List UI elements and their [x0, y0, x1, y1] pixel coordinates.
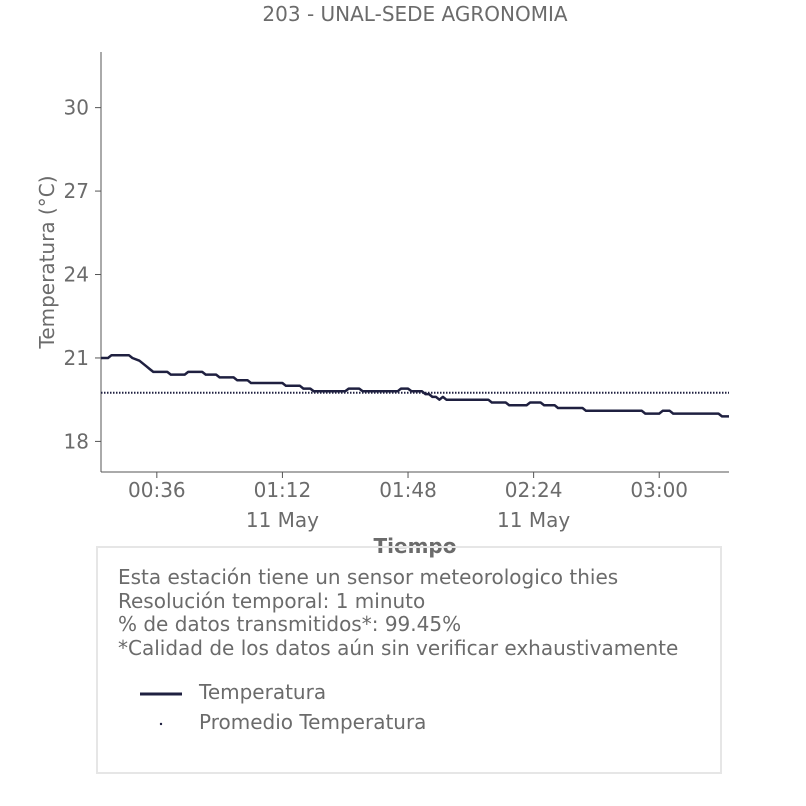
series-layer — [101, 353, 729, 418]
x-tick-label: 00:36 — [128, 478, 186, 502]
solid-line-icon — [140, 692, 182, 696]
x-axis-ticks: 00:36 01:12 11 May 01:48 02:24 11 May 03:00 — [128, 472, 688, 532]
temperature-chart: 203 - UNAL-SEDE AGRONOMIA 18 21 24 27 30 00:… — [35, 2, 729, 558]
info-legend-box: Esta estación tiene un sensor meteorolog… — [96, 546, 722, 774]
temporal-resolution-text: Resolución temporal: 1 minuto — [118, 588, 426, 613]
station-sensor-text: Esta estación tiene un sensor meteorolog… — [118, 565, 619, 589]
station-info: Esta estación tiene un sensor meteorolog… — [118, 565, 679, 660]
y-tick-label: 24 — [64, 263, 89, 287]
x-tick-label: 01:12 — [254, 478, 312, 502]
x-tick-label: 02:24 — [505, 478, 563, 502]
data-transmitted-text: % de datos transmitidos*: 99.45% — [118, 612, 462, 636]
x-tick-date-label: 11 May — [246, 508, 319, 532]
y-tick-label: 30 — [64, 96, 89, 120]
y-tick-label: 27 — [64, 179, 89, 203]
chart-title: 203 - UNAL-SEDE AGRONOMIA — [262, 2, 567, 26]
temperature-line — [101, 353, 729, 418]
y-axis-label: Temperatura (°C) — [35, 175, 59, 349]
dot-marker-icon — [159, 722, 163, 726]
x-tick-date-label: 11 May — [497, 508, 570, 532]
y-axis-ticks: 18 21 24 27 30 — [64, 96, 101, 453]
legend-label-temperatura: Temperatura — [199, 680, 327, 704]
x-tick-label: 01:48 — [379, 478, 437, 502]
axes — [100, 52, 729, 473]
legend-label-promedio: Promedio Temperatura — [199, 710, 427, 734]
y-tick-label: 18 — [64, 429, 89, 453]
data-quality-note: *Calidad de los datos aún sin verificar … — [118, 635, 679, 660]
x-tick-label: 03:00 — [630, 478, 688, 502]
y-tick-label: 21 — [64, 346, 89, 370]
